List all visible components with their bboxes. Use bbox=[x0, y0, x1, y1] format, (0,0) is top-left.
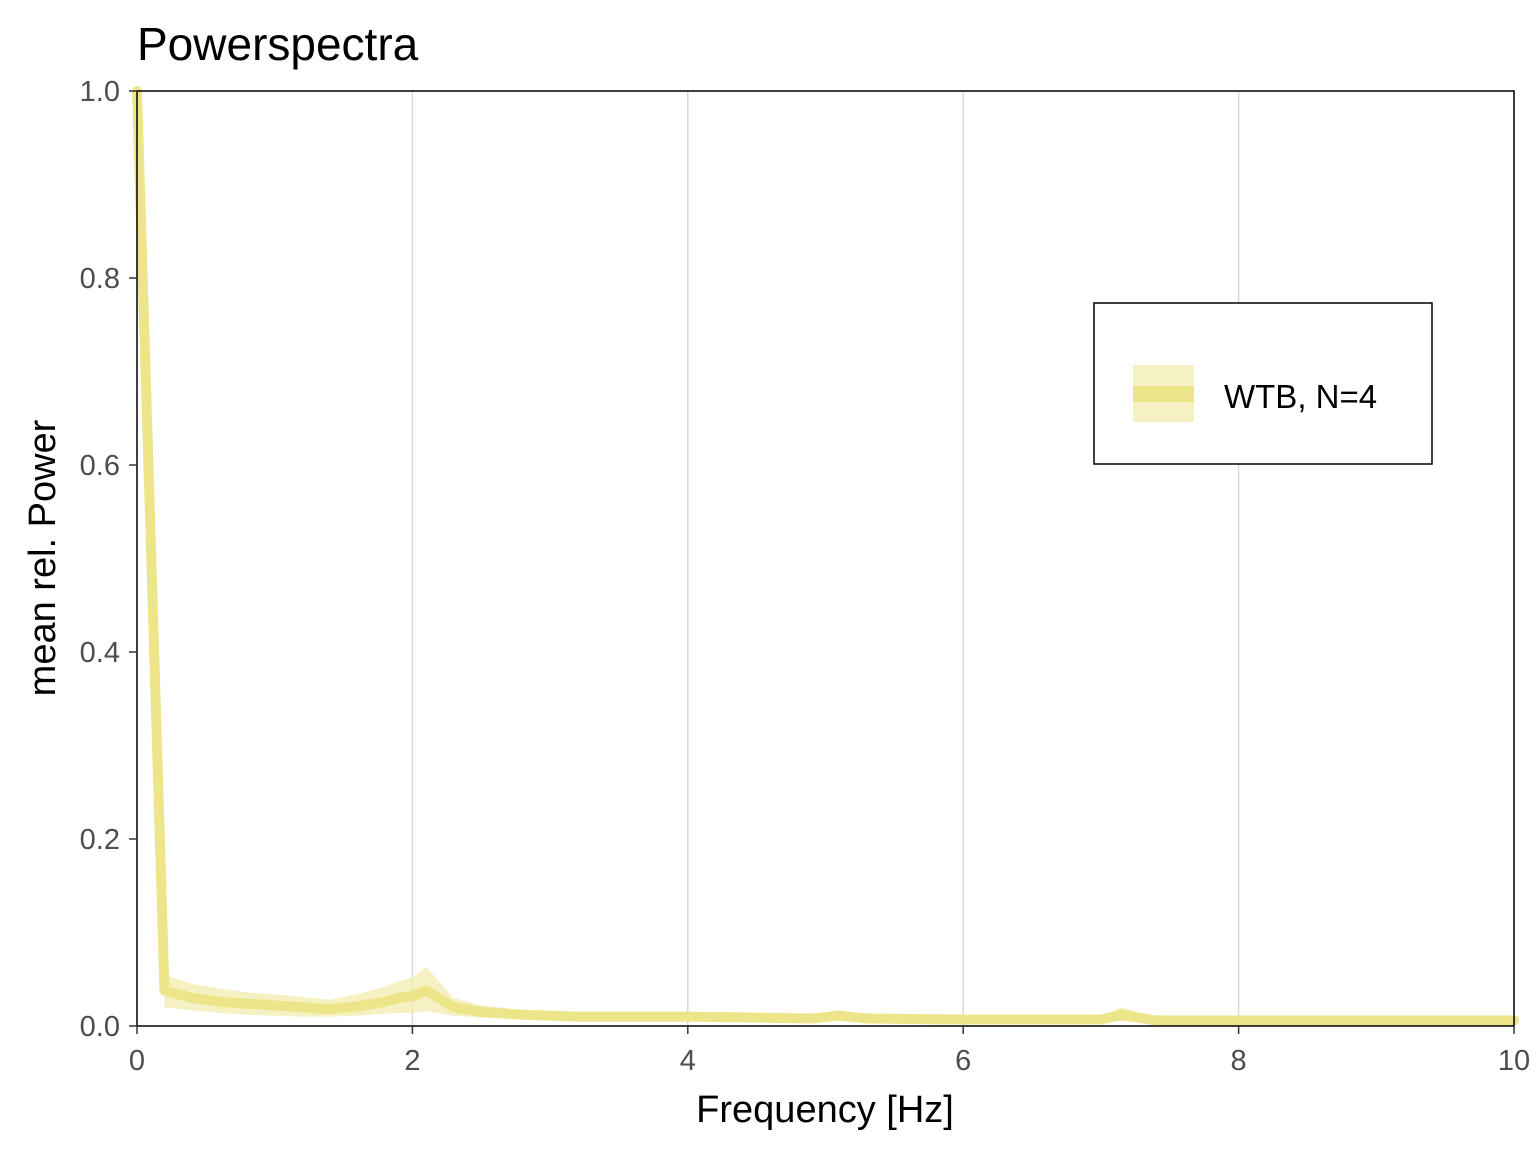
y-tick-label: 0.6 bbox=[80, 450, 120, 482]
x-tick-label: 10 bbox=[1498, 1045, 1530, 1077]
plot-series bbox=[132, 86, 1519, 1026]
y-tick-label: 0.8 bbox=[80, 263, 120, 295]
grid-lines bbox=[411, 91, 1240, 1026]
axis-ticks: 0 2 4 6 8 10 0.0 0.2 0.4 0.6 0.8 1.0 bbox=[80, 76, 1530, 1077]
y-axis-title: mean rel. Power bbox=[22, 419, 64, 696]
x-tick-label: 8 bbox=[1231, 1045, 1247, 1077]
x-axis-title: Frequency [Hz] bbox=[696, 1089, 954, 1131]
y-tick-label: 1.0 bbox=[80, 76, 120, 108]
chart-title: Powerspectra bbox=[137, 18, 419, 70]
legend-label: WTB, N=4 bbox=[1224, 378, 1377, 415]
series-line bbox=[132, 86, 1519, 1026]
series-ribbon bbox=[137, 91, 1514, 1024]
legend: WTB, N=4 bbox=[1093, 302, 1433, 465]
x-tick-label: 6 bbox=[955, 1045, 971, 1077]
x-tick-label: 2 bbox=[404, 1045, 420, 1077]
plot-frame bbox=[136, 90, 1515, 1027]
y-tick-label: 0.2 bbox=[80, 824, 120, 856]
x-tick-label: 4 bbox=[680, 1045, 696, 1077]
y-tick-label: 0.0 bbox=[80, 1011, 120, 1043]
y-tick-label: 0.4 bbox=[80, 637, 120, 669]
x-tick-label: 0 bbox=[129, 1045, 145, 1077]
